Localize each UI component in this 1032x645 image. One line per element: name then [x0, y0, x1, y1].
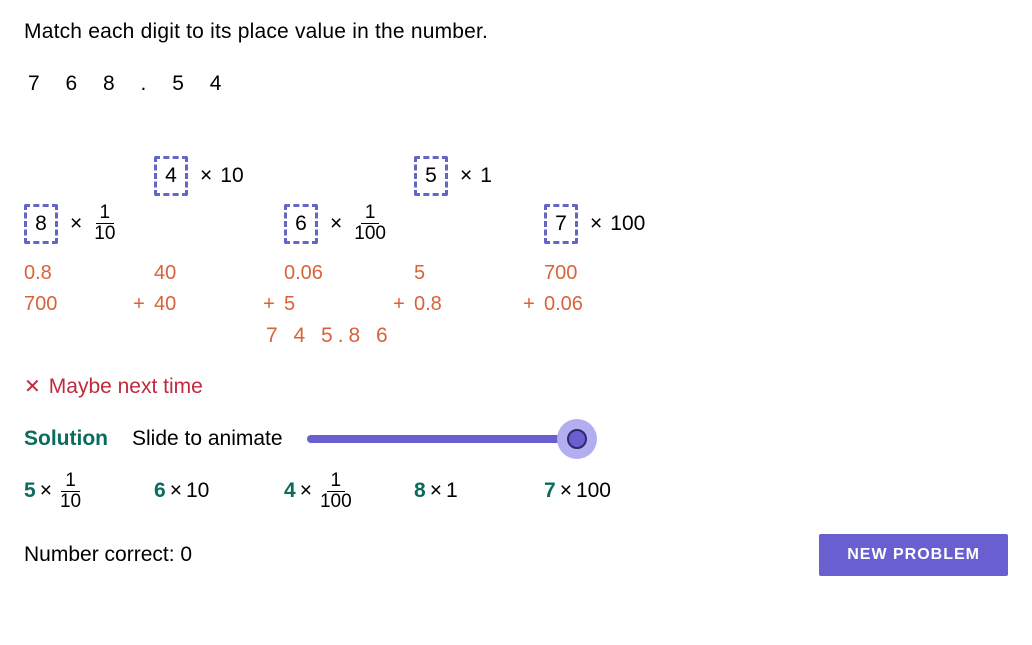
plus-symbol: +	[254, 293, 284, 316]
place-value-card[interactable]: 5 × 1	[414, 156, 544, 196]
times-symbol: ×	[300, 479, 312, 503]
slide-label: Slide to animate	[132, 427, 283, 451]
digit-drop-box[interactable]: 4	[154, 156, 188, 196]
card-slot: 7 × 100	[544, 204, 674, 244]
solution-multiplier: 100	[576, 479, 611, 503]
sum-row: 700+40+5+0.8+0.06	[24, 293, 1008, 316]
evaluation-value: 5	[414, 262, 544, 285]
solution-expression: 5 × 110	[24, 471, 154, 512]
card-slot: 6 × 1100	[284, 203, 414, 244]
digit-drop-box[interactable]: 6	[284, 204, 318, 244]
solutions-row: 5 × 1106 × 104 × 11008 × 17 × 100	[24, 471, 1008, 512]
times-symbol: ×	[40, 479, 52, 503]
fraction: 1100	[316, 471, 356, 512]
solution-label: Solution	[24, 427, 108, 451]
solution-header-row: Solution Slide to animate	[24, 427, 1008, 451]
evaluation-value: 0.8	[24, 262, 154, 285]
solution-expression: 4 × 1100	[284, 471, 414, 512]
solution-digit: 5	[24, 479, 36, 503]
plus-symbol: +	[124, 293, 154, 316]
sum-term: 700	[24, 293, 124, 316]
slider-thumb[interactable]	[557, 419, 597, 459]
fraction: 110	[56, 471, 85, 512]
score-display: Number correct: 0	[24, 543, 192, 567]
multiplier-value: 10	[220, 164, 243, 188]
x-icon: ✕	[24, 374, 41, 399]
bottom-row: Number correct: 0 NEW PROBLEM	[24, 534, 1008, 576]
sum-term: 5	[284, 293, 384, 316]
times-symbol: ×	[170, 479, 182, 503]
times-symbol: ×	[590, 212, 602, 236]
fraction: 110	[90, 203, 119, 244]
multiplier-value: 100	[610, 212, 645, 236]
times-symbol: ×	[460, 164, 472, 188]
solution-multiplier: 1	[446, 479, 458, 503]
digit-drop-box[interactable]: 5	[414, 156, 448, 196]
total-value: 7 4 5.8 6	[24, 324, 1008, 348]
digit-drop-box[interactable]: 7	[544, 204, 578, 244]
solution-multiplier: 10	[186, 479, 209, 503]
solution-expression: 7 × 100	[544, 471, 674, 512]
card-slot: 8 × 110	[24, 203, 154, 244]
evaluation-value: 700	[544, 262, 674, 285]
evaluation-value: 0.06	[284, 262, 414, 285]
sum-term: 0.06	[544, 293, 644, 316]
times-symbol: ×	[200, 164, 212, 188]
feedback-text: Maybe next time	[49, 375, 203, 399]
place-value-card[interactable]: 6 × 1100	[284, 203, 414, 244]
place-value-card[interactable]: 8 × 110	[24, 203, 154, 244]
evaluations-row: 0.8400.065700	[24, 262, 1008, 285]
times-symbol: ×	[430, 479, 442, 503]
solution-digit: 8	[414, 479, 426, 503]
place-value-card[interactable]: 4 × 10	[154, 156, 284, 196]
card-slot: 5 × 1	[414, 156, 544, 196]
sum-term: 0.8	[414, 293, 514, 316]
times-symbol: ×	[330, 212, 342, 236]
fraction: 1100	[350, 203, 390, 244]
solution-digit: 7	[544, 479, 556, 503]
feedback-message: ✕ Maybe next time	[24, 374, 1008, 399]
digit-drop-box[interactable]: 8	[24, 204, 58, 244]
cards-row: 8 × 110 4 × 10 6 × 1100 5 × 1 7 × 100	[24, 144, 1008, 244]
evaluation-value: 40	[154, 262, 284, 285]
animation-slider[interactable]	[307, 435, 577, 443]
slider-thumb-inner	[567, 429, 587, 449]
plus-symbol: +	[514, 293, 544, 316]
score-label: Number correct:	[24, 543, 180, 566]
times-symbol: ×	[560, 479, 572, 503]
number-display: 7 6 8 . 5 4	[24, 72, 1008, 96]
solution-digit: 4	[284, 479, 296, 503]
place-value-card[interactable]: 7 × 100	[544, 204, 674, 244]
new-problem-button[interactable]: NEW PROBLEM	[819, 534, 1008, 576]
score-value: 0	[180, 543, 192, 566]
multiplier-value: 1	[480, 164, 492, 188]
instruction-text: Match each digit to its place value in t…	[24, 20, 1008, 44]
times-symbol: ×	[70, 212, 82, 236]
card-slot: 4 × 10	[154, 156, 284, 196]
solution-expression: 6 × 10	[154, 471, 284, 512]
plus-symbol: +	[384, 293, 414, 316]
solution-digit: 6	[154, 479, 166, 503]
sum-term: 40	[154, 293, 254, 316]
solution-expression: 8 × 1	[414, 471, 544, 512]
